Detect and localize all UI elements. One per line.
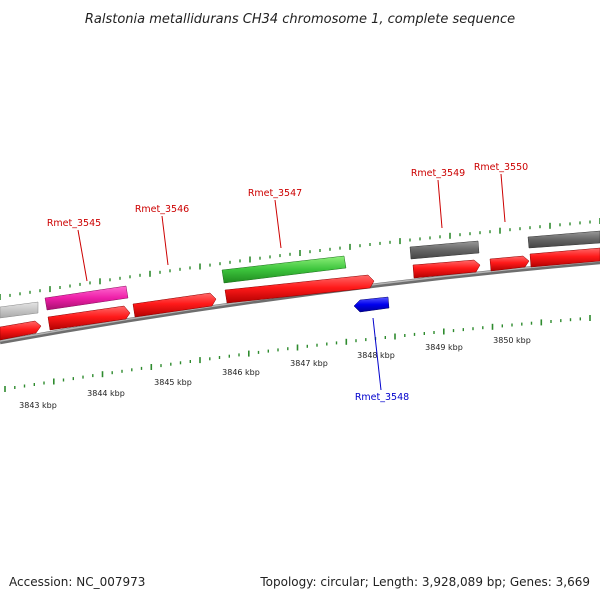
- gene-label-rmet-3547[interactable]: Rmet_3547: [248, 188, 302, 199]
- label-leader-lines: [77, 173, 506, 391]
- cds-arrow[interactable]: [0, 320, 42, 341]
- gene-bar-rmet-3545[interactable]: [44, 285, 129, 311]
- cds-arrow[interactable]: [132, 292, 217, 318]
- kbp-label: 3850 kbp: [493, 336, 531, 345]
- gene-bar[interactable]: [527, 230, 600, 249]
- kbp-label: 3844 kbp: [87, 389, 125, 398]
- leader-line: [500, 173, 506, 223]
- gene-label-rmet-3546[interactable]: Rmet_3546: [135, 204, 189, 215]
- gene-bar-rmet-3547[interactable]: [221, 255, 347, 284]
- kbp-label: 3849 kbp: [425, 343, 463, 352]
- topology-text: Topology: circular; Length: 3,928,089 bp…: [259, 575, 590, 589]
- kbp-scale-labels: 3843 kbp 3844 kbp 3845 kbp 3846 kbp 3847…: [19, 336, 531, 410]
- gene-label-rmet-3550[interactable]: Rmet_3550: [474, 162, 528, 173]
- kbp-label: 3843 kbp: [19, 401, 57, 410]
- cds-arrow[interactable]: [412, 259, 481, 279]
- kbp-label: 3848 kbp: [357, 351, 395, 360]
- cds-arrow[interactable]: [224, 274, 375, 304]
- leader-line: [372, 317, 382, 391]
- leader-line: [161, 215, 169, 266]
- gene-bar-rmet-3549[interactable]: [409, 240, 480, 260]
- gene-bar[interactable]: [0, 301, 39, 319]
- cds-arrow[interactable]: [489, 255, 530, 272]
- cds-arrow[interactable]: [529, 247, 600, 268]
- outer-tick-ring: [0, 218, 600, 300]
- leader-line: [437, 179, 443, 229]
- cds-arrow-reverse-rmet-3548[interactable]: [353, 296, 390, 313]
- kbp-label: 3846 kbp: [222, 368, 260, 377]
- accession-text: Accession: NC_007973: [9, 575, 145, 589]
- gene-label-rmet-3548[interactable]: Rmet_3548: [355, 392, 409, 403]
- gene-labels: Rmet_3545 Rmet_3546 Rmet_3547 Rmet_3549 …: [47, 162, 528, 403]
- leader-line: [77, 229, 88, 282]
- gene-label-rmet-3545[interactable]: Rmet_3545: [47, 218, 101, 229]
- kbp-label: 3845 kbp: [154, 378, 192, 387]
- map-title: Ralstonia metallidurans CH34 chromosome …: [85, 12, 515, 27]
- cds-forward-ring: [0, 247, 600, 341]
- leader-line: [274, 199, 282, 249]
- inner-tick-ring: [4, 315, 591, 392]
- gene-label-rmet-3549[interactable]: Rmet_3549: [411, 168, 465, 179]
- kbp-label: 3847 kbp: [290, 359, 328, 368]
- cds-arrow[interactable]: [47, 305, 131, 331]
- gene-feature-ring: [0, 230, 600, 319]
